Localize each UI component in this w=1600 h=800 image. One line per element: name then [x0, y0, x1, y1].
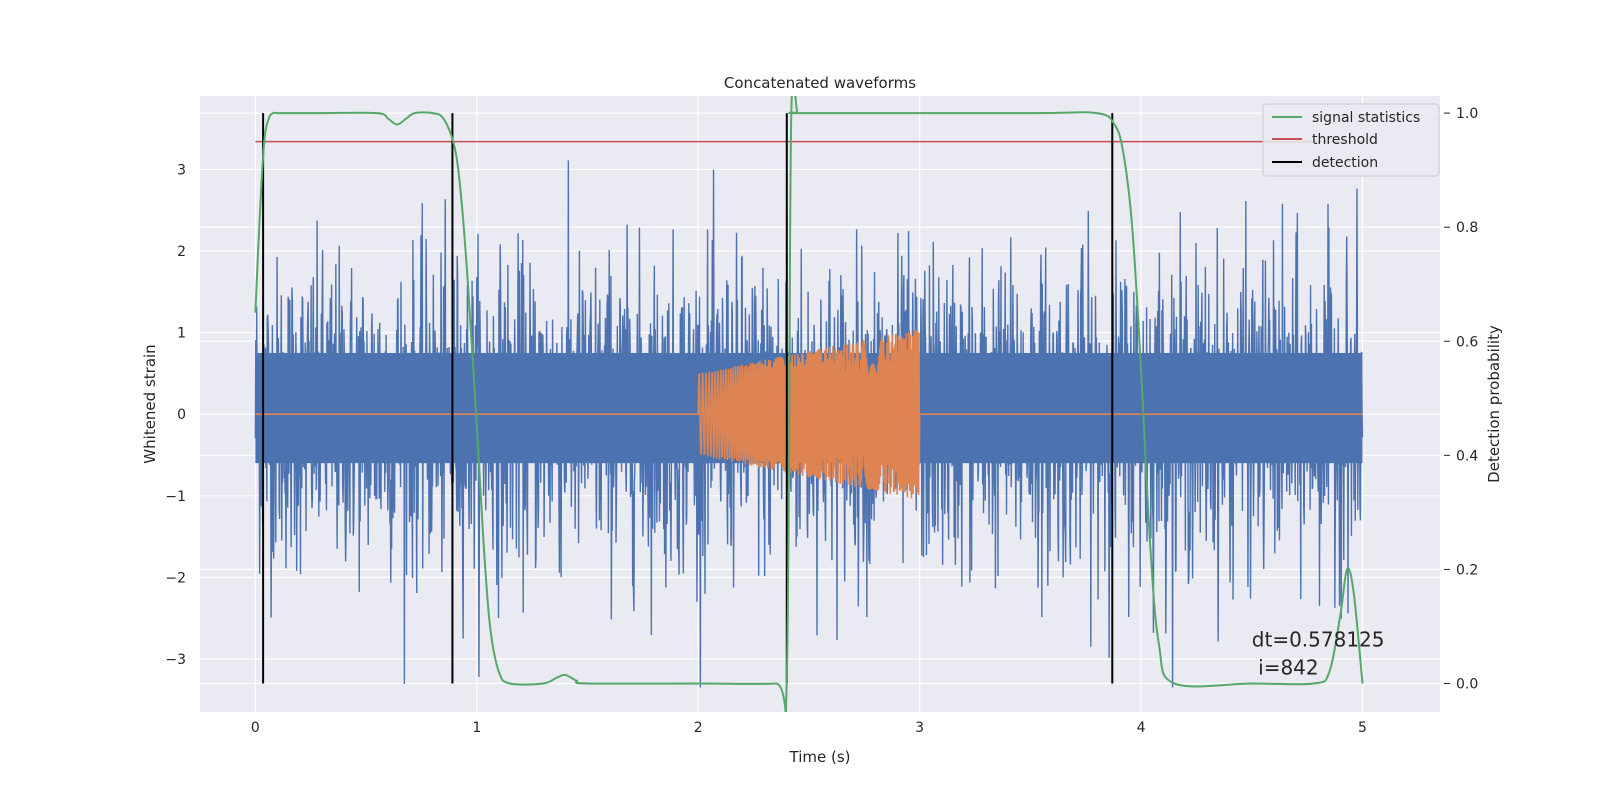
y-tick-label: 0	[177, 407, 186, 423]
y2-tick-label: 0.6	[1456, 334, 1478, 350]
x-tick-label: 3	[915, 720, 924, 736]
chart-title: Concatenated waveforms	[724, 74, 916, 92]
annotation-index: i=842	[1252, 655, 1319, 679]
axes-layer: 0 1 2 3 4 5 −3 −2 −1 0 1 2 3 0.0 0.2 0.4 0.6 0.8 1.0	[165, 106, 1478, 736]
y2-tick-label: 0.4	[1456, 448, 1478, 464]
y-tick-label: 2	[177, 244, 186, 260]
y2-tick-label: 0.2	[1456, 562, 1478, 578]
x-tick-label: 1	[472, 720, 481, 736]
y-tick-label: 1	[177, 326, 186, 342]
annotation-text: dt=0.578125 i=842	[1252, 627, 1385, 679]
signal-statistics-series	[254, 96, 1364, 712]
y2-axis-label: Detection probability	[1485, 325, 1503, 483]
y-tick-label: −3	[165, 652, 186, 668]
y-axis-label: Whitened strain	[141, 344, 159, 463]
x-tick-label: 2	[694, 720, 703, 736]
legend-label-signal-statistics: signal statistics	[1312, 110, 1420, 126]
legend: signal statistics threshold detection	[1262, 103, 1440, 177]
legend-label-threshold: threshold	[1312, 132, 1378, 148]
y-tick-label: −2	[165, 570, 186, 586]
y2-tick-label: 1.0	[1456, 106, 1478, 122]
x-tick-label: 5	[1358, 720, 1367, 736]
y-tick-label: 3	[177, 162, 186, 178]
data-layer	[254, 96, 1364, 712]
y2-tick-label: 0.8	[1456, 220, 1478, 236]
x-axis-label: Time (s)	[789, 748, 851, 766]
legend-frame	[1262, 103, 1440, 177]
y-tick-label: −1	[165, 489, 186, 505]
annotation-dt: dt=0.578125	[1252, 627, 1385, 651]
y2-tick-label: 0.0	[1456, 676, 1478, 692]
x-tick-label: 4	[1137, 720, 1146, 736]
legend-label-detection: detection	[1312, 155, 1378, 171]
x-tick-label: 0	[251, 720, 260, 736]
chirp-waveform-series	[255, 329, 1363, 499]
